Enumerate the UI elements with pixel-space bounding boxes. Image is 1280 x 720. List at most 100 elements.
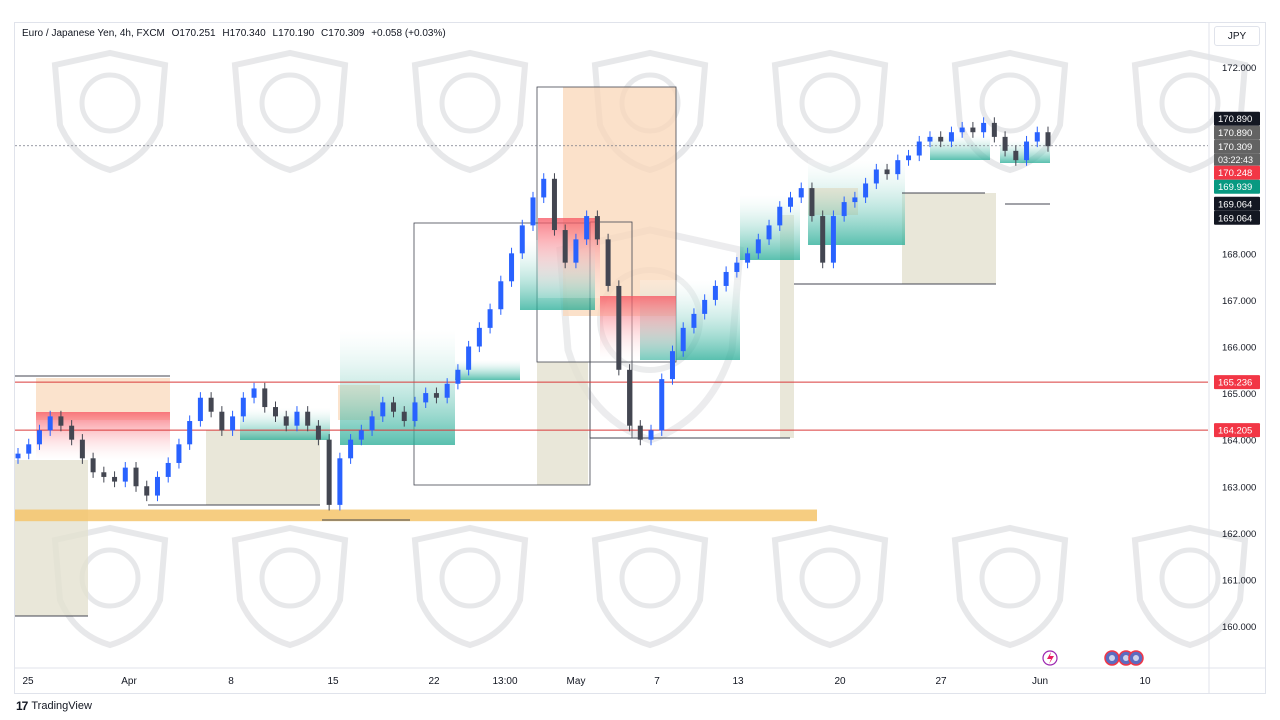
candle-body — [133, 467, 139, 487]
candle-body — [101, 472, 107, 477]
candle-body — [401, 411, 407, 422]
watermark-shield-outline — [1131, 524, 1249, 649]
watermark-shield-outline — [951, 524, 1069, 649]
candle-body — [369, 416, 375, 431]
x-tick-label: Apr — [121, 676, 137, 687]
candle-body — [680, 327, 686, 352]
candle-body — [766, 225, 772, 240]
candle-body — [820, 216, 826, 263]
candle-body — [358, 430, 364, 440]
price-tag-label: 169.939 — [1218, 182, 1252, 193]
candle-body — [627, 369, 633, 426]
price-tag-bg — [1214, 165, 1260, 180]
symbol-title[interactable]: Euro / Japanese Yen, 4h, FXCM — [22, 28, 165, 39]
y-tick-label: 165.000 — [1222, 389, 1256, 400]
candle-body — [712, 285, 718, 300]
x-tick-label: Jun — [1032, 676, 1048, 687]
candle-body — [852, 197, 858, 203]
candle-body — [702, 299, 708, 314]
lightning-event-icon — [1042, 650, 1058, 666]
watermark-circle — [979, 547, 1041, 609]
candle-body — [981, 122, 987, 133]
price-tag-bg — [1214, 375, 1260, 390]
price-tag-label: 169.064 — [1218, 199, 1252, 210]
y-tick-label: 172.000 — [1222, 63, 1256, 74]
candle-body — [69, 425, 75, 440]
candle-body — [326, 439, 332, 505]
watermark-shield-outline — [231, 49, 349, 174]
watermark-shield-outline — [411, 524, 529, 649]
candle-body — [691, 313, 697, 328]
price-tag-label: 170.890 — [1218, 128, 1252, 139]
candle-body — [412, 402, 418, 422]
candle-body — [1013, 150, 1019, 161]
x-tick-label: 8 — [228, 676, 234, 687]
watermark-shield-icon — [591, 524, 709, 649]
watermark-shield-icon — [231, 524, 349, 649]
candle-body — [58, 416, 64, 426]
countdown-label: 03:22:43 — [1218, 155, 1253, 165]
close-value: C170.309 — [321, 28, 365, 39]
watermark-circle — [79, 547, 141, 609]
x-tick-label: 27 — [935, 676, 947, 687]
watermark-circle — [439, 547, 501, 609]
watermark-circle — [1159, 72, 1221, 134]
candle-body — [466, 346, 472, 370]
price-tag-bg — [1214, 111, 1260, 126]
watermark-circle — [439, 72, 501, 134]
watermark-shield-icon — [411, 49, 529, 174]
candle-body — [1045, 132, 1051, 147]
watermark-circle — [1159, 547, 1221, 609]
event-dot — [1109, 655, 1115, 661]
x-tick-label: 20 — [834, 676, 846, 687]
watermark-shield-outline — [51, 49, 169, 174]
candle-body — [294, 411, 300, 426]
candle-body — [498, 281, 504, 310]
candle-body — [659, 379, 665, 431]
zone-box — [537, 362, 588, 485]
watermark-shield-icon — [951, 524, 1069, 649]
y-tick-label: 167.000 — [1222, 296, 1256, 307]
price-tag-label: 170.890 — [1218, 114, 1252, 125]
currency-button[interactable]: JPY — [1214, 26, 1260, 46]
price-tag-bg — [1214, 210, 1260, 225]
support-band — [15, 509, 817, 522]
y-tick-label: 164.000 — [1222, 436, 1256, 447]
candle-body — [1024, 141, 1030, 161]
chart-frame — [14, 22, 1266, 694]
candle-body — [305, 411, 311, 426]
watermark-shield-icon — [1131, 524, 1249, 649]
candle-body — [519, 225, 525, 254]
price-tag-label: 164.205 — [1218, 426, 1252, 437]
candle-body — [723, 271, 729, 286]
candle-body — [90, 458, 96, 473]
candle-body — [959, 127, 965, 133]
candle-body — [15, 453, 21, 459]
watermark-shield-icon — [51, 49, 169, 174]
watermark-circle — [259, 72, 321, 134]
trend-ribbon — [36, 412, 170, 460]
candle-body — [1002, 136, 1008, 151]
candle-body — [487, 309, 493, 328]
tradingview-brand[interactable]: 17 TradingView — [16, 699, 92, 713]
candle-body — [938, 136, 944, 142]
x-tick-label: May — [567, 676, 586, 687]
candle-body — [36, 430, 42, 445]
candle-body — [830, 216, 836, 263]
x-tick-label: 25 — [22, 676, 34, 687]
candle-body — [530, 197, 536, 226]
tradingview-logo-icon: 17 — [16, 699, 28, 713]
x-tick-label: 22 — [428, 676, 440, 687]
candle-body — [122, 467, 128, 482]
brand-label: TradingView — [31, 700, 92, 712]
candle-body — [541, 178, 547, 198]
candle-body — [648, 430, 654, 440]
price-tag-label: 170.309 — [1218, 142, 1252, 153]
price-tag-label: 169.064 — [1218, 213, 1252, 224]
event-dot — [1123, 655, 1129, 661]
watermark-circle — [79, 72, 141, 134]
candle-body — [79, 439, 85, 459]
candle-body — [154, 476, 160, 496]
candle-body — [187, 421, 193, 445]
